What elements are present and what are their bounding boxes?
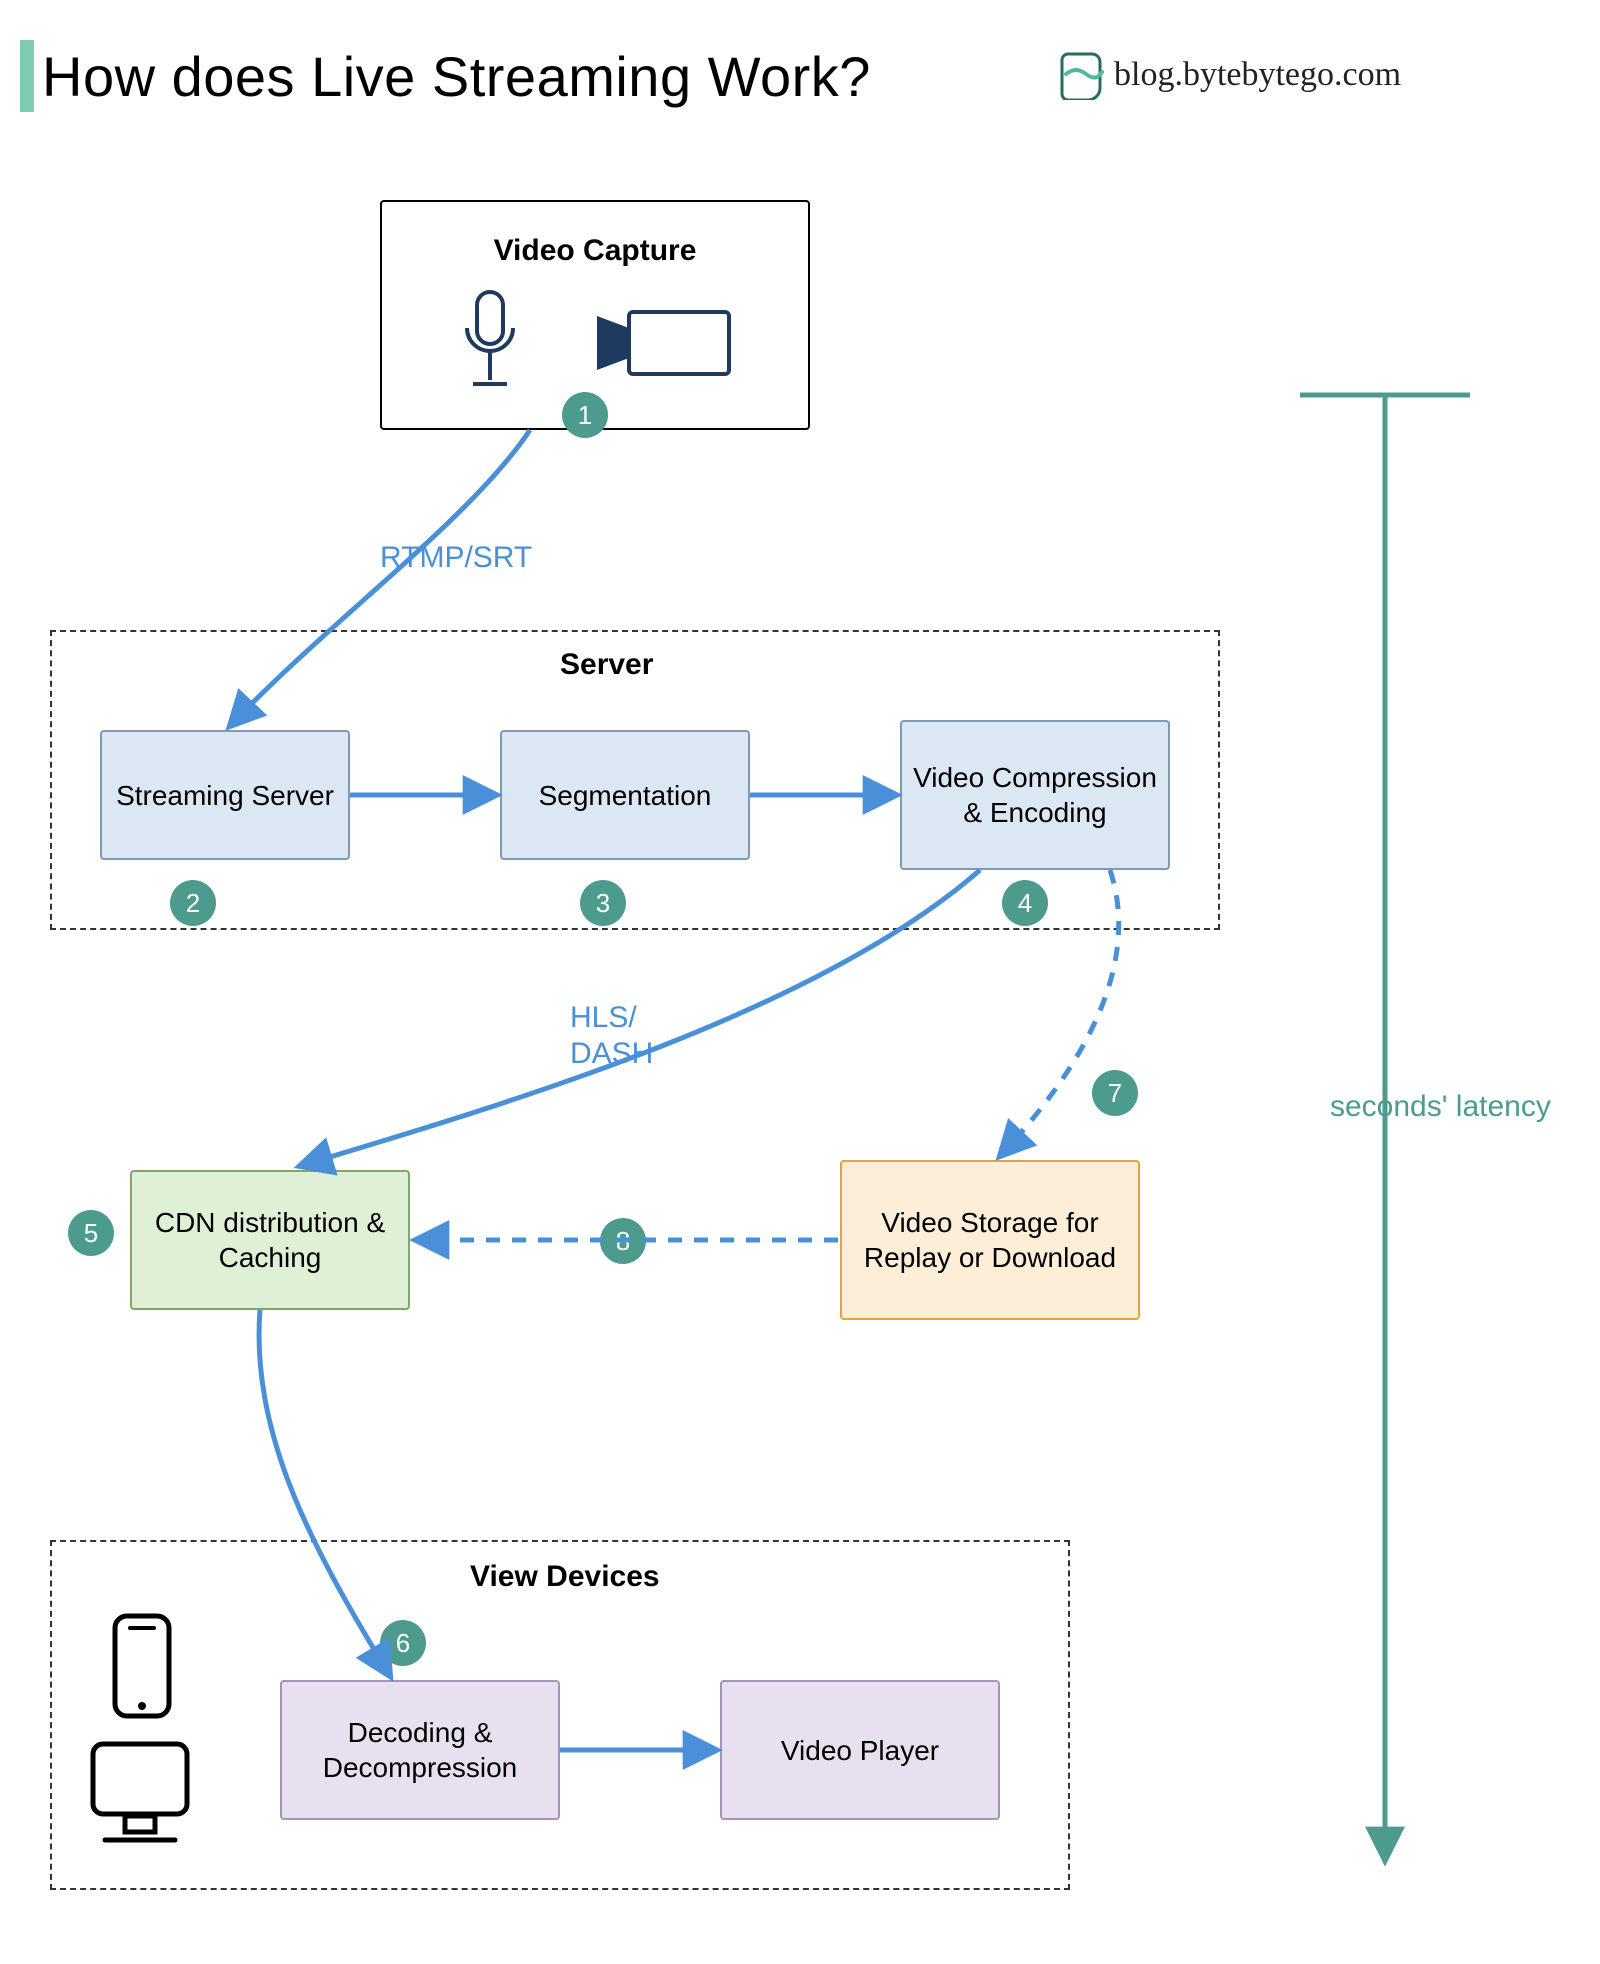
node-storage-label: Video Storage for Replay or Download (850, 1205, 1130, 1275)
step-1: 1 (562, 392, 608, 438)
devices-icon (85, 1610, 195, 1850)
group-server-label: Server (560, 648, 653, 682)
node-storage: Video Storage for Replay or Download (840, 1160, 1140, 1320)
node-video-capture-label: Video Capture (494, 232, 697, 270)
node-cdn-label: CDN distribution & Caching (140, 1205, 400, 1275)
node-player-label: Video Player (781, 1733, 939, 1768)
latency-label: seconds' latency (1330, 1090, 1551, 1124)
step-7: 7 (1092, 1070, 1138, 1116)
camera-icon (585, 298, 735, 388)
diagram-canvas: How does Live Streaming Work? blog.byteb… (0, 0, 1600, 1964)
step-8: 8 (600, 1218, 646, 1264)
step-2: 2 (170, 880, 216, 926)
edge-hls-label-line1: HLS/ (570, 1001, 637, 1034)
node-segmentation-label: Segmentation (539, 778, 712, 813)
title-accent (20, 40, 34, 112)
node-decoding: Decoding & Decompression (280, 1680, 560, 1820)
node-encoding-label: Video Compression & Encoding (910, 760, 1160, 830)
microphone-icon (455, 288, 525, 398)
step-5: 5 (68, 1210, 114, 1256)
step-4: 4 (1002, 880, 1048, 926)
brand-text: blog.bytebytego.com (1114, 56, 1401, 94)
edge-rtmp-label: RTMP/SRT (380, 540, 532, 576)
title-bar: How does Live Streaming Work? (20, 40, 871, 112)
node-streaming-server-label: Streaming Server (116, 778, 334, 813)
node-decoding-label: Decoding & Decompression (290, 1715, 550, 1785)
node-segmentation: Segmentation (500, 730, 750, 860)
step-3: 3 (580, 880, 626, 926)
group-view-devices-label: View Devices (470, 1560, 660, 1594)
brand: blog.bytebytego.com (1060, 50, 1401, 100)
node-streaming-server: Streaming Server (100, 730, 350, 860)
page-title: How does Live Streaming Work? (42, 44, 871, 109)
step-6: 6 (380, 1620, 426, 1666)
node-encoding: Video Compression & Encoding (900, 720, 1170, 870)
bytebytego-logo-icon (1060, 50, 1104, 100)
edge-hls-label: HLS/ DASH (570, 1000, 653, 1072)
node-cdn: CDN distribution & Caching (130, 1170, 410, 1310)
node-player: Video Player (720, 1680, 1000, 1820)
edge-hls-label-line2: DASH (570, 1037, 653, 1070)
